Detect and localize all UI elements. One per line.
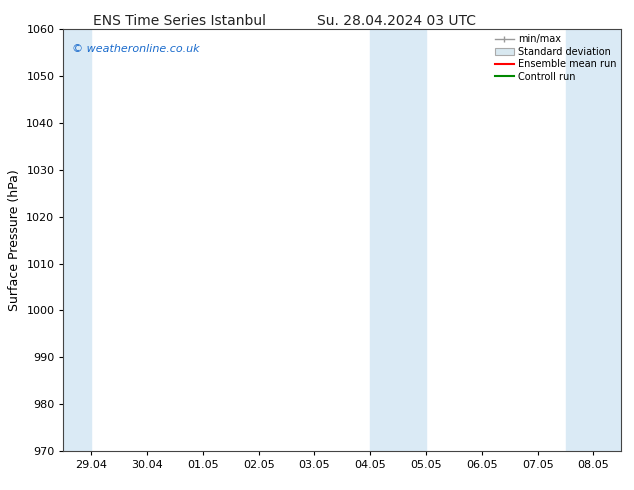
Y-axis label: Surface Pressure (hPa): Surface Pressure (hPa): [8, 169, 21, 311]
Bar: [370, 29, 426, 451]
Bar: [566, 29, 621, 451]
Legend: min/max, Standard deviation, Ensemble mean run, Controll run: min/max, Standard deviation, Ensemble me…: [493, 32, 618, 83]
Text: ENS Time Series Istanbul: ENS Time Series Istanbul: [93, 14, 266, 28]
Text: © weatheronline.co.uk: © weatheronline.co.uk: [72, 44, 200, 54]
Text: Su. 28.04.2024 03 UTC: Su. 28.04.2024 03 UTC: [317, 14, 476, 28]
Bar: [63, 29, 91, 451]
